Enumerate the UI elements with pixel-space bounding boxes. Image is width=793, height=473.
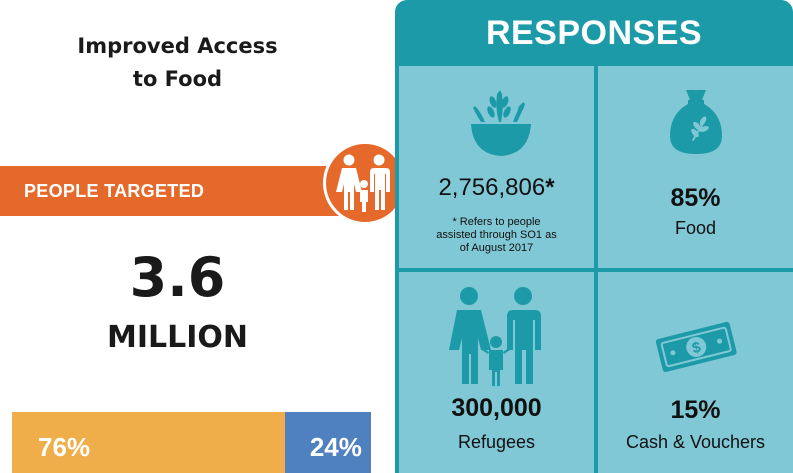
split-bar: 76% 24%	[12, 412, 371, 473]
family-badge	[323, 141, 407, 225]
family-icon	[336, 154, 390, 212]
people-targeted-number: 3.6	[129, 246, 226, 309]
assisted-value-line: 2,756,806*	[399, 174, 594, 202]
responses-panel: RESPONSES 2,756,806* * Refers to people …	[395, 0, 793, 473]
title-line-2: to Food	[132, 67, 223, 91]
assisted-note-line-1: * Refers to people	[452, 216, 541, 228]
assisted-value: 2,756,806	[438, 174, 546, 201]
banknote-icon: $	[655, 321, 737, 373]
cash-value: 15%	[670, 396, 721, 424]
family-icon	[449, 287, 541, 386]
assisted-note: * Refers to people assisted through SO1 …	[409, 216, 584, 255]
food-cell: 85% Food	[598, 66, 793, 268]
people-targeted-banner: PEOPLE TARGETED	[0, 166, 360, 216]
title-line-1: Improved Access	[77, 34, 278, 58]
refugees-cell: 300,000 Refugees	[399, 272, 594, 473]
assisted-marker: *	[545, 174, 555, 201]
split-segment-a: 76%	[12, 412, 285, 473]
split-a-label: 76%	[38, 432, 91, 462]
grain-sack-icon	[670, 90, 722, 154]
wheat-bowl-icon	[471, 90, 531, 156]
section-title: Improved Access to Food	[30, 30, 325, 96]
refugees-value: 300,000	[451, 394, 542, 422]
assisted-note-line-3: of August 2017	[459, 242, 534, 254]
cash-cell: $ 15% Cash & Vouchers	[598, 272, 793, 473]
assisted-cell: 2,756,806* * Refers to people assisted t…	[399, 66, 594, 268]
cash-label: Cash & Vouchers	[625, 432, 766, 452]
responses-header: RESPONSES	[485, 14, 703, 52]
refugees-label: Refugees	[457, 432, 536, 452]
assisted-note-line-2: assisted through SO1 as	[436, 229, 557, 241]
people-targeted-unit: MILLION	[106, 320, 249, 355]
food-value: 85%	[670, 184, 721, 212]
split-b-label: 24%	[309, 432, 362, 462]
people-targeted-label: PEOPLE TARGETED	[24, 181, 205, 201]
food-label: Food	[674, 218, 717, 238]
split-segment-b: 24%	[284, 412, 371, 473]
